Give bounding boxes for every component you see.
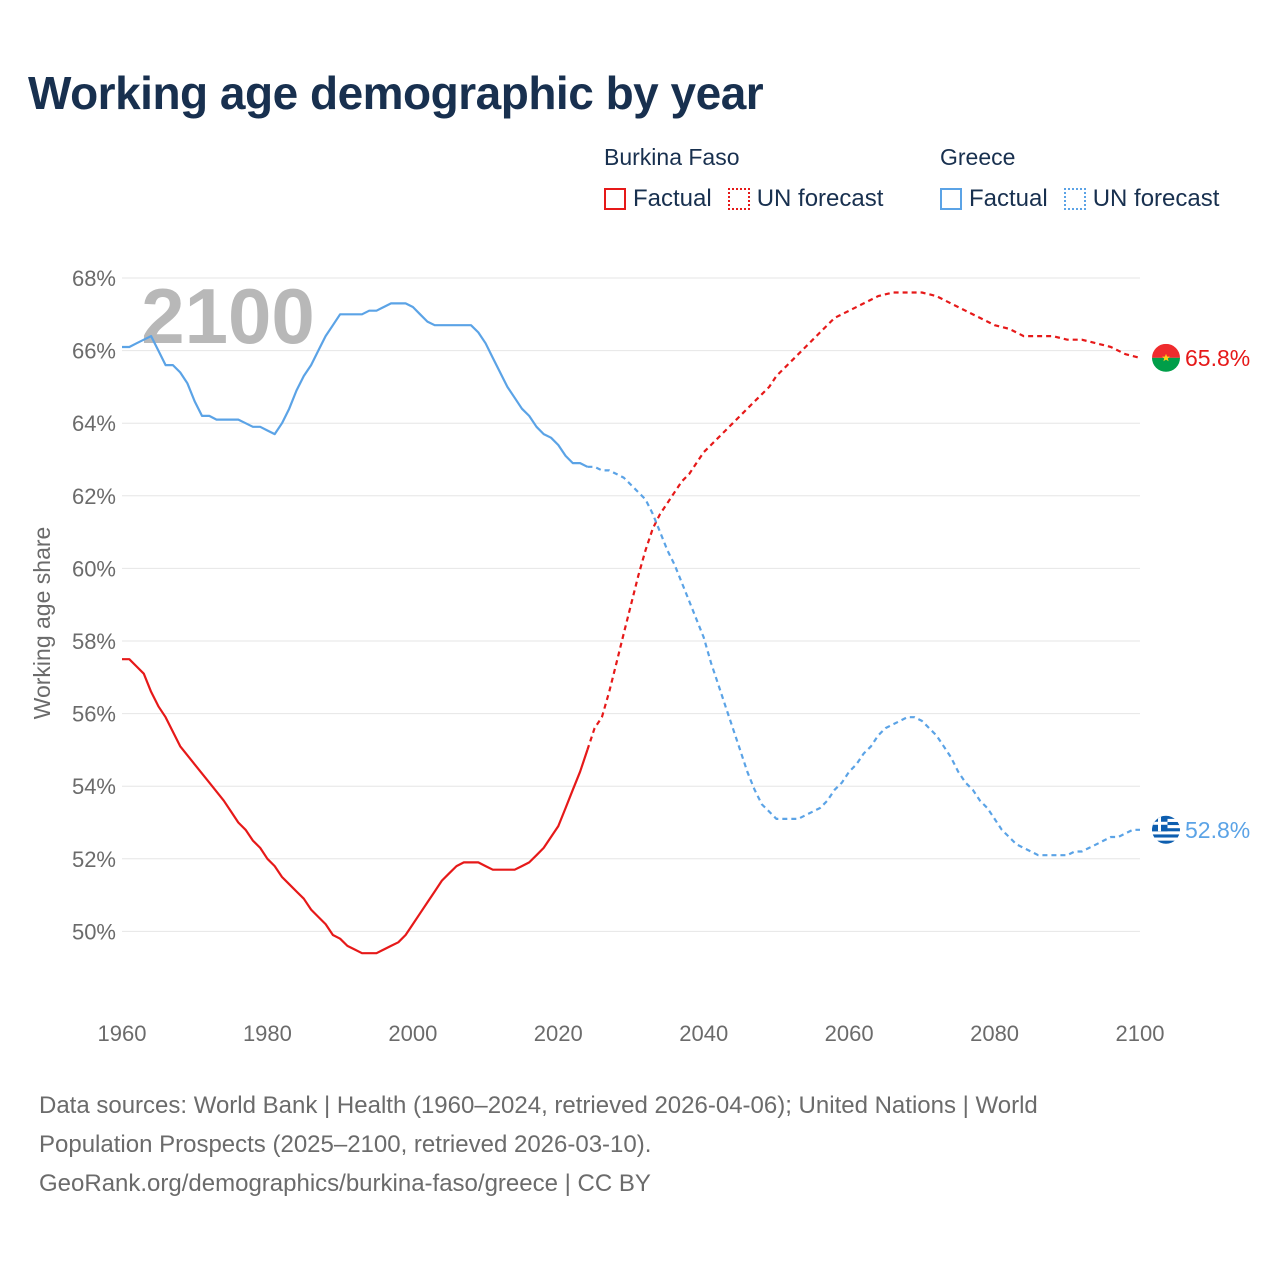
chart-plot: 2100 50% 52% 54% 56% 58% 60% 62% 64% 66% 68% 1960 1… xyxy=(29,266,1250,1046)
legend-forecast-item[interactable]: UN forecast xyxy=(727,185,884,213)
greece-factual-line xyxy=(122,302,588,468)
series xyxy=(122,291,1141,955)
factual-swatch-icon xyxy=(940,188,962,210)
legend-greece: Greece Factual UN forecast xyxy=(940,144,1235,213)
y-tick-label: 52% xyxy=(72,847,116,872)
burkina-faso-end-label: 65.8% xyxy=(1185,345,1250,371)
y-tick-label: 66% xyxy=(72,339,116,364)
sources-line: Data sources: World Bank | Health (1960–… xyxy=(39,1092,1038,1119)
burkina-faso-forecast-line xyxy=(586,291,1141,751)
greece-flag-icon xyxy=(1152,815,1180,844)
greece-forecast-line xyxy=(587,465,1140,857)
forecast-swatch-icon xyxy=(727,188,750,210)
burkina-faso-factual-line xyxy=(122,658,589,955)
x-tick-label: 2040 xyxy=(679,1021,728,1046)
data-sources: Data sources: World Bank | Health (1960–… xyxy=(39,1086,1219,1203)
grid xyxy=(122,277,1140,932)
x-tick-label: 2060 xyxy=(825,1021,874,1046)
y-tick-label: 58% xyxy=(72,629,116,654)
factual-swatch-icon xyxy=(604,188,626,210)
legend-country-label: Greece xyxy=(940,144,1016,170)
legend-forecast-label: UN forecast xyxy=(1092,185,1220,212)
x-tick-label: 1980 xyxy=(243,1021,292,1046)
y-tick-label: 56% xyxy=(72,702,116,727)
y-tick-label: 68% xyxy=(72,266,116,291)
y-tick-label: 60% xyxy=(72,556,116,581)
x-tick-label: 2100 xyxy=(1116,1021,1165,1046)
legend-factual-item[interactable]: Factual xyxy=(604,185,712,213)
legend-forecast-item[interactable]: UN forecast xyxy=(1063,185,1220,213)
y-tick-label: 50% xyxy=(72,919,116,944)
x-tick-label: 2000 xyxy=(388,1021,437,1046)
y-tick-label: 62% xyxy=(72,484,116,509)
legend-burkina-faso: Burkina Faso Factual UN forecast xyxy=(604,144,899,213)
year-watermark: 2100 xyxy=(141,272,315,360)
sources-link[interactable]: GeoRank.org/demographics/burkina-faso/gr… xyxy=(39,1170,651,1197)
legend-factual-label: Factual xyxy=(633,185,712,212)
forecast-swatch-icon xyxy=(1063,188,1086,210)
legend-country-label: Burkina Faso xyxy=(604,144,740,170)
axes: 50% 52% 54% 56% 58% 60% 62% 64% 66% 68% 1960 1980 20… xyxy=(72,266,1165,1046)
x-tick-label: 1960 xyxy=(98,1021,147,1046)
legend-forecast-label: UN forecast xyxy=(756,185,884,212)
y-tick-label: 64% xyxy=(72,411,116,436)
x-tick-label: 2020 xyxy=(534,1021,583,1046)
sources-line: Population Prospects (2025–2100, retriev… xyxy=(39,1131,652,1158)
greece-end-label: 52.8% xyxy=(1185,817,1250,843)
x-tick-label: 2080 xyxy=(970,1021,1019,1046)
legend-factual-item[interactable]: Factual xyxy=(940,185,1048,213)
burkina-faso-flag-icon xyxy=(1152,343,1180,372)
legend-factual-label: Factual xyxy=(969,185,1048,212)
end-markers: 65.8% 52.8% xyxy=(1152,343,1250,844)
chart-title: Working age demographic by year xyxy=(28,67,764,119)
y-tick-label: 54% xyxy=(72,774,116,799)
y-axis-label: Working age share xyxy=(29,527,55,720)
